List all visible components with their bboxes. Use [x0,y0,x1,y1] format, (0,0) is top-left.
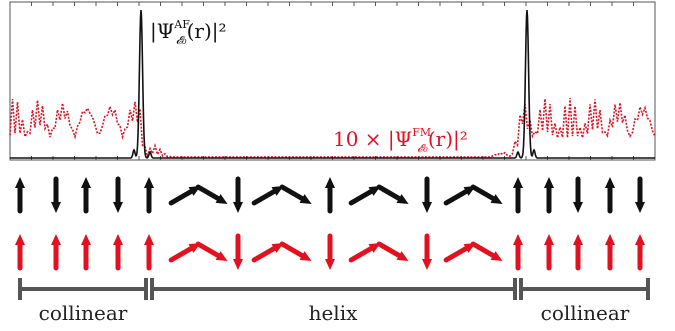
af-spin-arrow [422,176,432,213]
af-spin-arrow [376,184,409,204]
af-spin-arrow [81,177,91,214]
bracket-helix [150,278,517,300]
af-spin-arrow [279,184,312,204]
bracket-collinear-left [18,278,148,300]
fm-spin-arrow [81,234,91,271]
fm-spin-arrow [544,234,554,271]
bracket-collinear-right [519,278,650,300]
af-density-label: |ΨAF 𝓔₀(r)|² [150,18,227,47]
af-spin-arrow [605,177,615,214]
fm-spin-arrow [605,234,615,271]
region-label-helix: helix [309,301,359,325]
fm-spin-arrow [325,233,335,270]
fm-spin-arrow [422,233,432,270]
fm-spin-arrow [279,241,312,261]
fm-spin-arrow [635,234,645,271]
fm-spin-arrow [15,234,25,271]
fm-spin-arrow [513,234,523,271]
fm-density-curve [9,97,656,160]
af-spin-arrow [470,184,503,204]
af-spin-arrow [144,177,154,214]
fm-spin-arrow [113,234,123,271]
fm-spin-chain [15,233,645,271]
af-spin-arrow [51,176,61,213]
region-label-collinear-right: collinear [541,301,630,325]
af-spin-arrow [635,176,645,213]
fm-spin-arrow [233,233,243,270]
fm-spin-arrow [376,241,409,261]
fm-spin-arrow [573,234,583,271]
region-brackets [18,278,650,300]
af-spin-arrow [113,176,123,213]
af-spin-arrow [544,177,554,214]
region-label-collinear-left: collinear [39,301,128,325]
fm-density-line [9,97,656,160]
fm-spin-arrow [195,241,228,261]
af-spin-arrow [195,184,228,204]
fm-spin-arrow [144,234,154,271]
af-spin-arrow [325,177,335,214]
af-density-line [10,9,655,159]
af-spin-chain [15,176,645,214]
fm-spin-arrow [51,234,61,271]
fm-density-label: 10 × |ΨFM 𝓔₀(r)|² [333,126,468,155]
af-density-curve [10,9,655,159]
fm-spin-arrow [470,241,503,261]
af-spin-arrow [15,177,25,214]
af-spin-arrow [233,176,243,213]
af-spin-arrow [513,177,523,214]
af-spin-arrow [573,176,583,213]
